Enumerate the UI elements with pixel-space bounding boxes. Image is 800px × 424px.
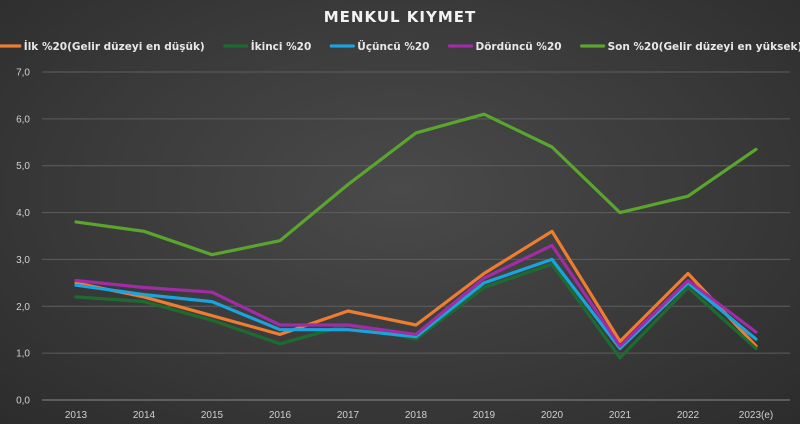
series-line-1 bbox=[74, 229, 758, 348]
series-line-3 bbox=[74, 257, 758, 351]
x-tick-label: 2019 bbox=[473, 410, 496, 421]
legend-item: Dördüncü %20 bbox=[447, 41, 562, 53]
legend-label: İkinci %20 bbox=[251, 39, 312, 53]
x-tick-label: 2018 bbox=[405, 410, 428, 421]
legend-item: Son %20(Gelir düzeyi en yüksek) bbox=[579, 41, 800, 53]
x-tick-label: 2022 bbox=[677, 410, 700, 421]
legend-item: İlk %20(Gelir düzeyi en düşük) bbox=[0, 39, 205, 53]
series-lines bbox=[74, 112, 758, 360]
x-axis-ticks: 2013 2014 2015 2016 2017 2018 2019 2020 2021 2022… bbox=[65, 410, 773, 421]
legend-label: Son %20(Gelir düzeyi en yüksek) bbox=[608, 41, 800, 53]
series-line-4 bbox=[74, 243, 758, 348]
x-tick-label: 2017 bbox=[337, 410, 360, 421]
y-axis-ticks: 0,0 1,0 2,0 3,0 4,0 5,0 6,0 7,0 bbox=[16, 68, 30, 407]
y-tick-label: 7,0 bbox=[16, 68, 30, 79]
legend-label: Üçüncü %20 bbox=[357, 39, 429, 53]
y-tick-label: 4,0 bbox=[16, 208, 30, 219]
y-tick-label: 5,0 bbox=[16, 161, 30, 172]
x-tick-label: 2020 bbox=[541, 410, 564, 421]
legend-item: İkinci %20 bbox=[223, 39, 312, 53]
gridlines bbox=[42, 71, 790, 401]
series-line-5 bbox=[74, 112, 758, 257]
chart-title: MENKUL KIYMET bbox=[324, 8, 477, 26]
x-tick-label: 2015 bbox=[201, 410, 224, 421]
y-tick-label: 0,0 bbox=[16, 396, 30, 407]
legend: İlk %20(Gelir düzeyi en düşük) İkinci %20… bbox=[0, 39, 800, 53]
x-tick-label: 2023(e) bbox=[739, 410, 773, 421]
legend-item: Üçüncü %20 bbox=[329, 39, 429, 53]
x-tick-label: 2013 bbox=[65, 410, 88, 421]
legend-label: Dördüncü %20 bbox=[476, 41, 562, 53]
y-tick-label: 1,0 bbox=[16, 349, 30, 360]
y-tick-label: 6,0 bbox=[16, 114, 30, 125]
y-tick-label: 2,0 bbox=[16, 302, 30, 313]
legend-label: İlk %20(Gelir düzeyi en düşük) bbox=[24, 39, 205, 53]
x-tick-label: 2014 bbox=[133, 410, 156, 421]
y-tick-label: 3,0 bbox=[16, 255, 30, 266]
series-line-2 bbox=[74, 262, 758, 360]
x-tick-label: 2016 bbox=[269, 410, 292, 421]
x-tick-label: 2021 bbox=[609, 410, 632, 421]
